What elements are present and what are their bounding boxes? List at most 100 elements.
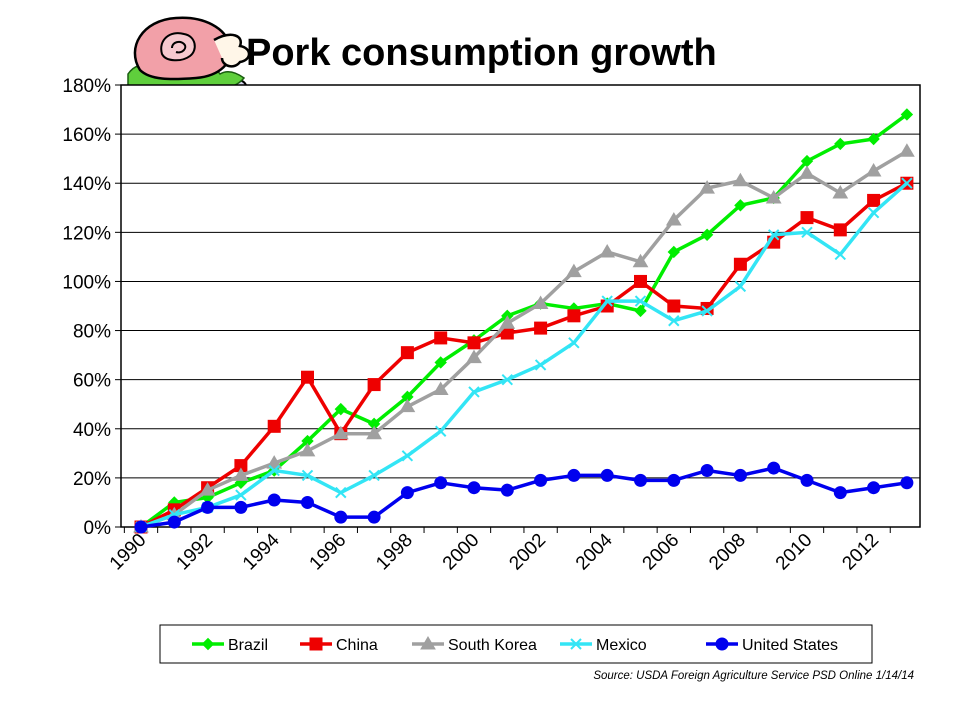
data-point <box>867 481 881 495</box>
data-point <box>668 315 680 327</box>
data-point <box>833 486 847 500</box>
data-point <box>501 373 514 386</box>
data-point <box>301 469 314 482</box>
data-point <box>733 468 747 482</box>
data-point <box>567 468 581 482</box>
x-tick-label: 2002 <box>505 530 550 575</box>
data-point <box>634 473 647 487</box>
plot-area: 0%20%40%60%80%100%120%140%160%180% 1990 1… <box>62 76 921 575</box>
data-point <box>732 172 749 187</box>
x-tick-label: 2006 <box>639 530 684 575</box>
data-point <box>700 464 714 478</box>
data-point <box>534 473 548 487</box>
data-point <box>899 143 915 157</box>
legend-entry: South Korea <box>412 636 537 654</box>
data-point <box>267 419 281 433</box>
data-point <box>366 425 382 440</box>
data-point <box>700 228 714 241</box>
y-tick-label: 100% <box>62 272 111 293</box>
data-point <box>767 461 781 475</box>
data-point <box>634 274 647 288</box>
data-point <box>667 473 681 487</box>
x-tick-label: 1992 <box>172 530 217 575</box>
y-axis: 0% 20% 40% 60% 80% 100% 120% 140% 160% 180% <box>62 76 121 539</box>
data-point <box>570 638 582 650</box>
data-point <box>201 637 215 651</box>
y-tick-label: 40% <box>73 420 111 441</box>
data-point <box>632 253 649 268</box>
data-point <box>801 226 813 239</box>
data-point <box>234 500 248 514</box>
data-point <box>532 295 549 310</box>
data-point <box>201 500 215 514</box>
series-south-korea <box>133 143 915 533</box>
data-point <box>467 481 481 495</box>
data-point <box>134 520 148 534</box>
legend-entry: China <box>300 637 378 654</box>
y-tick-label: 20% <box>73 469 111 490</box>
data-point <box>399 398 416 413</box>
x-tick-label: 1996 <box>306 530 351 575</box>
data-point <box>434 356 447 369</box>
data-point <box>800 473 814 487</box>
data-point <box>568 337 580 349</box>
data-point <box>900 476 914 490</box>
data-point <box>901 177 913 189</box>
data-point <box>701 305 713 317</box>
data-point <box>867 193 881 207</box>
data-point <box>467 336 481 350</box>
x-tick-label: 1990 <box>106 530 151 575</box>
data-point <box>733 257 747 271</box>
legend-label: China <box>336 637 378 654</box>
data-point <box>268 464 280 477</box>
y-tick-label: 80% <box>73 322 111 343</box>
data-point <box>367 378 381 392</box>
data-point <box>434 425 447 437</box>
data-point <box>867 206 880 219</box>
data-point <box>500 483 514 497</box>
data-point <box>833 223 847 237</box>
data-point <box>799 165 815 179</box>
data-point <box>534 321 548 335</box>
data-point <box>299 442 316 457</box>
data-point <box>266 455 283 469</box>
x-tick-label: 2010 <box>772 530 817 575</box>
data-point <box>400 486 414 500</box>
legend-label: South Korea <box>448 637 537 654</box>
data-point <box>867 132 880 146</box>
y-tick-label: 60% <box>73 371 111 392</box>
x-tick-label: 2004 <box>572 529 617 574</box>
data-point <box>199 482 216 496</box>
data-point <box>800 211 814 225</box>
data-point <box>332 425 349 440</box>
data-point <box>601 295 613 307</box>
data-point <box>699 180 715 194</box>
data-point <box>566 263 582 278</box>
data-point <box>367 510 381 524</box>
data-point <box>466 349 482 364</box>
legend-label: Mexico <box>596 637 647 654</box>
y-tick-label: 160% <box>62 125 111 146</box>
data-point <box>335 486 347 499</box>
x-tick-label: 1994 <box>239 529 284 574</box>
data-point <box>301 370 314 384</box>
y-tick-label: 140% <box>62 174 111 195</box>
data-point <box>599 243 616 258</box>
x-tick-label: 2000 <box>439 530 484 575</box>
data-point <box>434 476 448 490</box>
data-point <box>765 189 782 204</box>
data-point <box>834 248 847 261</box>
data-point <box>235 489 247 501</box>
data-point <box>400 346 414 360</box>
data-point <box>834 137 847 151</box>
x-axis: 1990 1992 1994 1996 1998 2000 2002 2004 2006 2008… <box>106 527 891 575</box>
data-point <box>309 637 323 651</box>
data-point <box>865 162 882 177</box>
legend-label: Brazil <box>228 637 268 654</box>
data-point <box>233 467 249 481</box>
page-title: Pork consumption growth <box>246 32 717 74</box>
data-point <box>832 185 849 199</box>
legend-label: United States <box>742 637 838 654</box>
y-tick-label: 180% <box>62 76 111 97</box>
